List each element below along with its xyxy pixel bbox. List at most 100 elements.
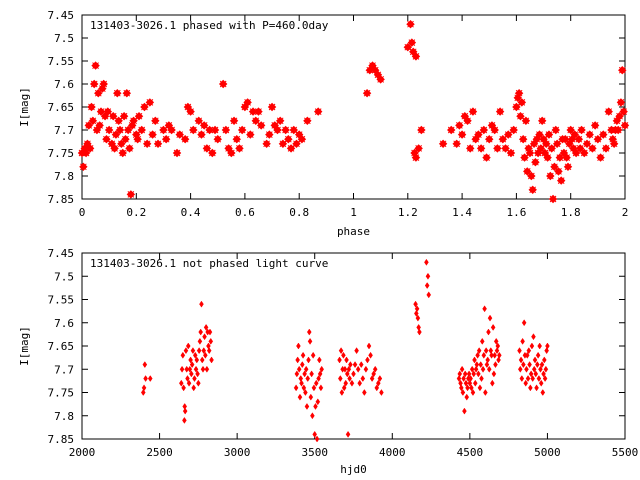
data-point [189,125,198,135]
y-tick-label: 7.85 [48,193,75,206]
data-point [538,379,544,387]
chart-title: 131403-3026.1 not phased light curve [90,257,328,270]
data-point [485,134,494,144]
data-point [306,356,311,364]
data-point [514,88,524,98]
data-point [315,398,321,406]
data-point [531,365,537,373]
data-point [178,379,184,387]
data-point [466,144,475,153]
data-point [455,121,464,130]
data-point [202,144,212,153]
data-point [208,148,217,158]
data-point [528,384,533,392]
data-point [521,116,531,126]
data-point [309,370,314,378]
data-point [534,384,539,392]
data-point [363,365,369,373]
data-point [487,314,493,322]
data-point [529,342,535,350]
data-point [474,130,483,139]
data-point [452,139,461,149]
data-point [459,384,464,392]
x-tick-label: 1.4 [452,206,472,219]
data-point [338,347,344,355]
data-point [348,361,353,369]
data-point [488,347,494,355]
data-point [209,356,214,364]
data-point [265,130,274,139]
data-point [545,342,550,350]
data-point [512,102,521,112]
data-point [256,121,266,130]
y-tick-label: 7.5 [54,270,74,283]
data-point [525,148,535,158]
y-tick-label: 7.85 [48,433,75,446]
data-point [372,365,378,373]
data-point [102,134,111,144]
data-point [147,375,153,383]
data-point [341,351,346,359]
x-tick-label: 5000 [534,446,561,459]
data-point [141,384,147,392]
y-tick-label: 7.65 [48,340,75,353]
x-tick-label: 1.8 [561,206,581,219]
y-tick-label: 7.8 [54,410,74,423]
data-point [426,291,432,299]
data-point [472,379,478,387]
data-point [424,282,430,290]
data-point [494,347,500,355]
data-point [351,370,356,378]
data-point [95,121,104,130]
data-point [535,361,540,369]
data-point [305,375,311,383]
data-point [104,125,114,135]
data-point [525,375,531,383]
data-point [346,365,352,373]
data-point [521,319,527,327]
data-point [528,185,537,195]
data-point [414,144,423,153]
data-point [134,111,144,121]
y-axis-label: I[mag] [18,87,31,127]
data-point [90,79,99,89]
data-point [235,144,244,153]
data-point [284,134,293,144]
data-point [542,375,548,383]
data-point [469,384,474,392]
data-point [262,139,271,149]
data-point [185,375,190,383]
data-point [317,370,323,378]
y-axis-label: I[mag] [18,326,31,366]
data-point [533,370,539,378]
data-point [344,370,350,378]
data-point [588,144,597,153]
data-point [197,337,203,345]
data-point [210,125,220,135]
data-point [616,98,626,107]
data-point [148,130,157,139]
data-point [537,342,542,350]
data-point [303,116,312,126]
data-point [94,88,103,98]
x-tick-label: 2500 [146,446,173,459]
data-point [544,347,549,355]
data-point [227,148,236,158]
data-point [495,342,501,350]
x-tick-label: 1 [350,206,357,219]
data-point [542,356,547,364]
data-point [181,384,186,392]
x-tick-label: 1.6 [506,206,526,219]
y-axis: 7.45 7.5 7.55 7.6 7.65 7.7 7.75 7.8 7.85 [48,247,625,446]
data-point [457,370,463,378]
data-point [312,430,318,438]
y-tick-label: 7.8 [54,170,74,183]
data-point [204,365,210,373]
data-point [153,139,163,149]
data-point [609,139,619,149]
data-point [532,356,538,364]
data-point [182,416,187,424]
data-point [118,148,127,158]
data-point [88,116,98,126]
data-point [79,162,88,172]
